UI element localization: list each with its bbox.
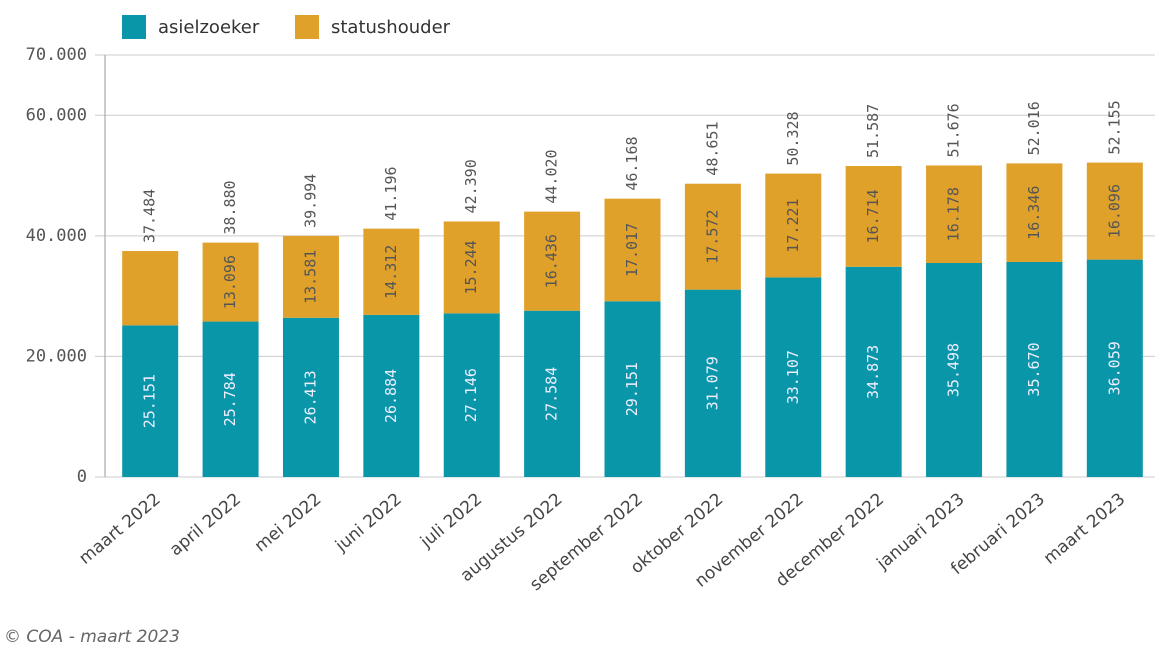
bar-segment [845,166,902,267]
value-label: 27.584 [543,367,561,421]
value-label: 14.312 [382,245,400,299]
bar-segment [443,221,500,314]
total-label: 46.168 [623,136,641,190]
bar-segment [1086,259,1143,477]
value-label: 35.670 [1025,342,1043,396]
bar-segment [604,198,661,302]
value-label: 25.784 [221,372,239,426]
value-label: 26.884 [382,369,400,423]
total-label: 38.880 [221,180,239,234]
total-label: 48.651 [703,122,721,176]
x-tick-label: maart 2023 [1040,489,1129,568]
value-label: 15.244 [462,240,480,294]
y-tick-label: 40.000 [26,226,87,246]
x-tick-label: mei 2022 [251,489,325,556]
value-label: 25.151 [141,374,159,428]
bar-segment [363,228,420,315]
total-label: 50.328 [784,111,802,165]
total-label: 51.587 [864,104,882,158]
value-label: 35.498 [945,343,963,397]
bar-segment [684,183,741,290]
bar-segment [926,165,983,263]
bar-segment [202,321,259,477]
legend-label: statushouder [331,17,451,38]
value-label: 34.873 [864,345,882,399]
x-tick-label: april 2022 [166,489,245,560]
total-label: 51.676 [945,103,963,157]
bar-segment [684,289,741,477]
total-label: 44.020 [543,149,561,203]
bar-segment [122,251,179,326]
legend-label: asielzoeker [158,17,260,38]
value-label: 13.096 [221,255,239,309]
value-label: 36.059 [1105,341,1123,395]
total-label: 37.484 [141,189,159,243]
bar-segment [1006,163,1063,262]
bar-segment [122,325,179,477]
bar-segment [1086,162,1143,260]
total-label: 41.196 [382,166,400,220]
value-label: 17.221 [784,198,802,252]
bar-segment [926,262,983,477]
x-tick-label: juni 2022 [331,489,406,556]
value-label: 16.436 [543,234,561,288]
value-label: 31.079 [703,356,721,410]
x-tick-label: maart 2022 [75,489,164,568]
bar-segment [363,314,420,477]
value-label: 16.346 [1025,186,1043,240]
value-label: 26.413 [301,370,319,424]
bar-segment [765,173,822,278]
total-label: 52.016 [1025,101,1043,155]
bar-segment [524,211,581,311]
value-label: 17.572 [703,210,721,264]
bar-segment [443,313,500,477]
x-tick-label: juli 2022 [416,489,486,552]
y-tick-label: 0 [77,467,87,487]
value-label: 33.107 [784,350,802,404]
legend-swatch [122,15,146,39]
bar-segment [202,242,259,322]
bar-segment [765,277,822,477]
y-tick-label: 70.000 [26,45,87,65]
value-label: 27.146 [462,368,480,422]
footer: © COA - maart 2023 [4,627,180,647]
bar-segment [524,310,581,477]
value-label: 16.096 [1105,184,1123,238]
bar-segment [282,317,339,477]
total-label: 42.390 [462,159,480,213]
y-tick-label: 60.000 [26,105,87,125]
value-label: 16.178 [945,187,963,241]
value-label: 17.017 [623,223,641,277]
total-label: 39.994 [301,174,319,228]
bar-segment [604,301,661,477]
bar-segment [845,266,902,477]
legend-swatch [295,15,319,39]
bar-segment [282,235,339,318]
value-label: 16.714 [864,189,882,243]
y-tick-label: 20.000 [26,346,87,366]
bar-segment [1006,261,1063,477]
value-label: 29.151 [623,362,641,416]
total-label: 52.155 [1105,100,1123,154]
value-label: 13.581 [301,250,319,304]
